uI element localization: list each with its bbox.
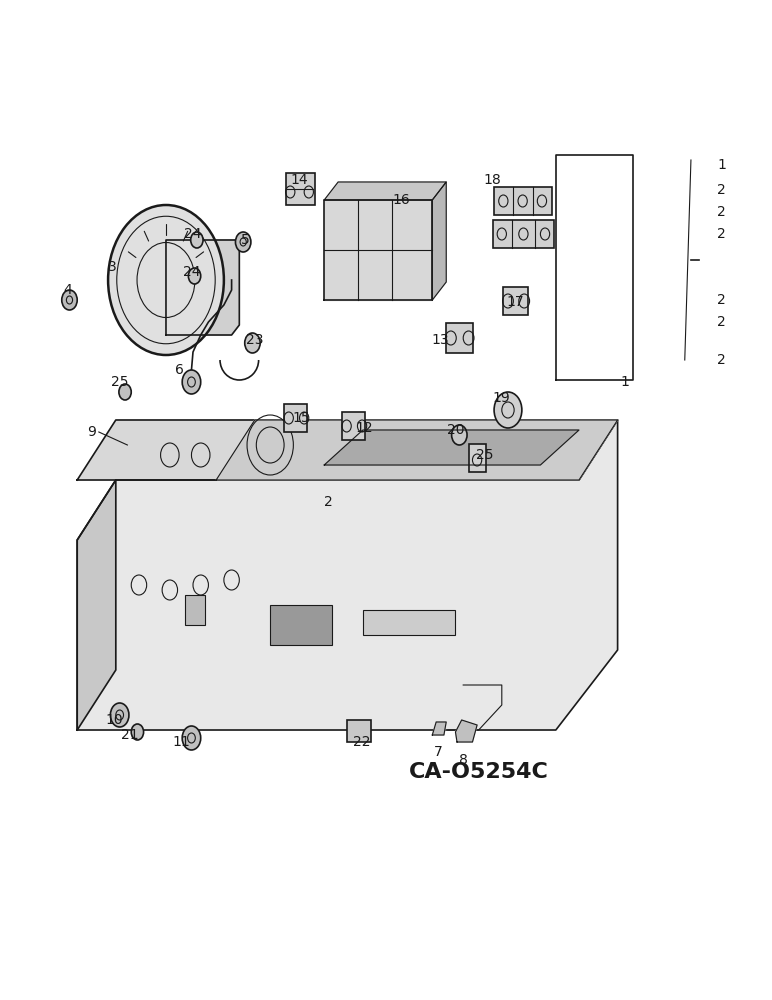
Text: 2: 2	[717, 293, 726, 307]
Circle shape	[188, 268, 201, 284]
Bar	[363, 610, 455, 635]
Circle shape	[235, 232, 251, 252]
Text: 11: 11	[173, 735, 190, 749]
Text: 13: 13	[432, 333, 449, 347]
Text: 22: 22	[353, 735, 370, 749]
Text: 1: 1	[621, 375, 630, 389]
Circle shape	[182, 370, 201, 394]
Text: 14: 14	[291, 173, 308, 187]
Circle shape	[245, 333, 260, 353]
Text: 2: 2	[717, 183, 726, 197]
Bar	[503, 287, 528, 315]
Polygon shape	[77, 420, 618, 730]
Text: 5: 5	[241, 233, 250, 247]
Polygon shape	[166, 240, 239, 335]
Bar	[185, 595, 205, 625]
Text: 2: 2	[717, 205, 726, 219]
Circle shape	[191, 232, 203, 248]
Polygon shape	[77, 480, 116, 730]
Bar	[494, 187, 552, 215]
Text: CA-O5254C: CA-O5254C	[408, 762, 549, 782]
Text: 2: 2	[717, 353, 726, 367]
Text: 17: 17	[507, 295, 524, 309]
Bar	[284, 404, 307, 432]
Circle shape	[119, 384, 131, 400]
Text: 2: 2	[717, 227, 726, 241]
Text: 20: 20	[447, 423, 464, 437]
Polygon shape	[77, 420, 618, 480]
Text: 2: 2	[323, 495, 333, 509]
Text: 7: 7	[434, 745, 443, 759]
Text: 25: 25	[476, 448, 493, 462]
Bar	[347, 720, 371, 742]
Text: 2: 2	[717, 315, 726, 329]
Text: 8: 8	[459, 753, 468, 767]
Polygon shape	[324, 200, 432, 300]
Text: 15: 15	[293, 411, 310, 425]
Text: 19: 19	[493, 391, 510, 405]
Text: 25: 25	[111, 375, 128, 389]
Text: 4: 4	[63, 283, 73, 297]
Bar	[469, 444, 486, 472]
Circle shape	[494, 392, 522, 428]
Bar	[270, 605, 332, 645]
Text: 21: 21	[121, 728, 138, 742]
Text: 24: 24	[183, 265, 200, 279]
Polygon shape	[216, 420, 618, 480]
Circle shape	[108, 205, 224, 355]
Circle shape	[452, 425, 467, 445]
Polygon shape	[455, 720, 477, 742]
Circle shape	[131, 724, 144, 740]
Text: 9: 9	[86, 425, 96, 439]
Polygon shape	[324, 430, 579, 465]
Circle shape	[62, 290, 77, 310]
Polygon shape	[432, 722, 446, 735]
Text: 12: 12	[356, 421, 373, 435]
Polygon shape	[432, 182, 446, 300]
Polygon shape	[324, 182, 446, 200]
Text: 3: 3	[107, 260, 117, 274]
Text: 23: 23	[246, 333, 263, 347]
Text: 1: 1	[717, 158, 726, 172]
Bar	[342, 412, 365, 440]
Text: 24: 24	[185, 227, 201, 241]
Text: 18: 18	[484, 173, 501, 187]
Text: 16: 16	[393, 193, 410, 207]
Text: 10: 10	[106, 713, 123, 727]
Bar	[446, 323, 473, 353]
Text: 6: 6	[174, 363, 184, 377]
Circle shape	[182, 726, 201, 750]
Circle shape	[110, 703, 129, 727]
Bar	[286, 173, 315, 205]
Bar	[493, 220, 554, 248]
